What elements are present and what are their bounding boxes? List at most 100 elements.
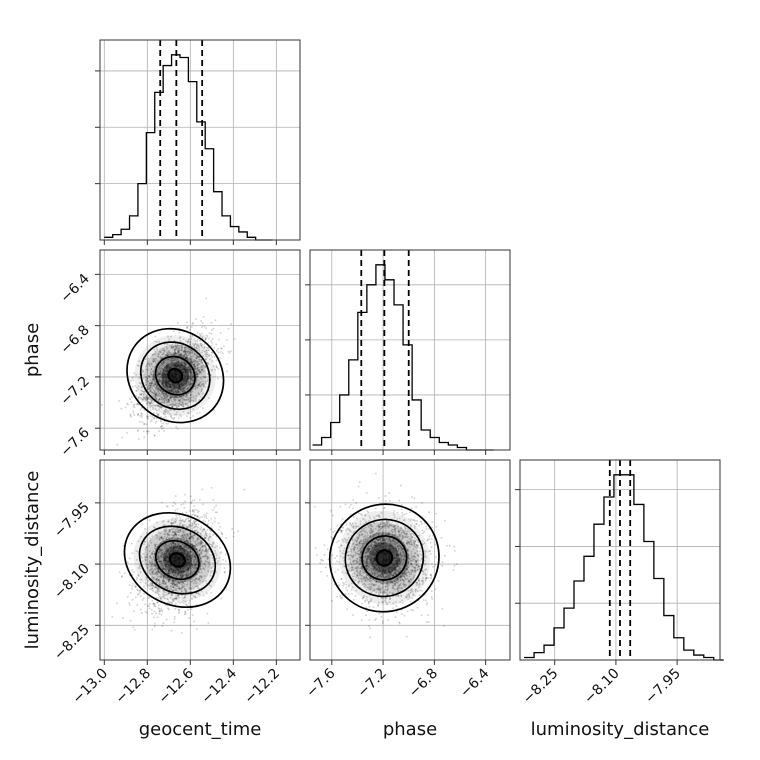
scatter-point xyxy=(190,501,192,504)
scatter-point xyxy=(183,533,185,535)
scatter-point xyxy=(186,326,189,328)
scatter-point xyxy=(165,370,168,373)
scatter-point xyxy=(134,585,136,587)
scatter-point xyxy=(194,596,197,598)
scatter-point xyxy=(157,388,159,391)
scatter-point xyxy=(158,398,160,401)
scatter-point xyxy=(189,543,192,546)
scatter-point xyxy=(199,550,201,552)
scatter-point xyxy=(173,533,176,535)
scatter-point xyxy=(190,349,193,352)
scatter-point xyxy=(191,614,194,616)
scatter-point xyxy=(166,410,168,413)
scatter-point xyxy=(178,365,181,367)
scatter-point xyxy=(200,568,203,571)
scatter-point xyxy=(150,608,153,611)
scatter-point xyxy=(375,545,377,547)
scatter-point xyxy=(172,403,175,406)
scatter-point xyxy=(399,561,401,563)
scatter-point xyxy=(133,372,136,375)
scatter-point xyxy=(172,579,174,582)
scatter-point xyxy=(168,398,170,401)
scatter-point xyxy=(194,388,197,390)
scatter-point xyxy=(367,601,370,603)
histogram-step-phase xyxy=(312,264,494,451)
scatter-point xyxy=(190,573,193,575)
scatter-point xyxy=(181,538,183,541)
scatter-point xyxy=(176,365,178,368)
scatter-point xyxy=(150,363,153,366)
scatter-point xyxy=(161,553,164,556)
scatter-point xyxy=(174,517,176,520)
scatter-point xyxy=(192,513,194,516)
scatter-point xyxy=(182,390,184,393)
scatter-point xyxy=(174,597,176,600)
scatter-point xyxy=(186,559,189,562)
scatter-point xyxy=(185,562,188,564)
scatter-point xyxy=(377,539,380,541)
scatter-point xyxy=(197,554,200,557)
scatter-point xyxy=(154,573,157,575)
scatter-point xyxy=(168,570,171,572)
scatter-point xyxy=(152,361,155,363)
scatter-point xyxy=(136,403,139,406)
scatter-point xyxy=(152,353,155,356)
scatter-point xyxy=(385,576,387,579)
scatter-point xyxy=(176,383,179,386)
scatter-point xyxy=(148,519,151,521)
scatter-point xyxy=(195,352,198,355)
scatter-point xyxy=(159,583,161,586)
scatter-point xyxy=(186,357,189,359)
scatter-point xyxy=(149,402,151,405)
scatter-point xyxy=(194,524,197,526)
scatter-point xyxy=(184,537,187,539)
scatter-point xyxy=(175,535,178,537)
scatter-point xyxy=(186,561,188,563)
scatter-point xyxy=(189,397,191,400)
scatter-point xyxy=(421,529,424,532)
scatter-point xyxy=(193,365,196,368)
scatter-point xyxy=(187,568,189,571)
scatter-point xyxy=(403,580,405,583)
scatter-point xyxy=(192,546,195,549)
scatter-point xyxy=(190,525,193,527)
scatter-point xyxy=(140,382,143,384)
scatter-point xyxy=(179,573,182,576)
scatter-point xyxy=(182,397,184,399)
scatter-point xyxy=(176,541,178,543)
scatter-point xyxy=(153,526,155,528)
scatter-point xyxy=(196,562,199,564)
scatter-point xyxy=(190,374,192,376)
scatter-point xyxy=(168,367,170,369)
scatter-point xyxy=(195,357,198,359)
scatter-point xyxy=(182,581,184,584)
scatter-point xyxy=(148,391,151,394)
scatter-point xyxy=(378,549,380,552)
scatter-point xyxy=(151,563,153,565)
scatter-point xyxy=(408,538,411,540)
scatter-point xyxy=(180,395,183,398)
scatter-point xyxy=(186,540,188,542)
scatter-point xyxy=(166,399,168,402)
scatter-point xyxy=(160,402,162,404)
scatter-point xyxy=(132,376,134,379)
scatter-point xyxy=(163,412,165,414)
scatter-point xyxy=(187,377,189,380)
scatter-point xyxy=(175,547,178,550)
scatter-point xyxy=(159,356,162,359)
scatter-point xyxy=(198,363,201,366)
scatter-point xyxy=(136,604,139,606)
scatter-point xyxy=(167,562,169,565)
scatter-point xyxy=(184,612,187,615)
scatter-point xyxy=(160,396,163,399)
scatter-point xyxy=(212,365,215,368)
scatter-point xyxy=(168,602,171,604)
scatter-point xyxy=(163,400,165,402)
scatter-point xyxy=(154,564,156,567)
scatter-point xyxy=(393,562,395,565)
scatter-point xyxy=(381,533,384,535)
scatter-point xyxy=(199,342,202,345)
scatter-point xyxy=(173,384,176,386)
scatter-point xyxy=(160,376,162,378)
scatter-point xyxy=(131,599,134,601)
